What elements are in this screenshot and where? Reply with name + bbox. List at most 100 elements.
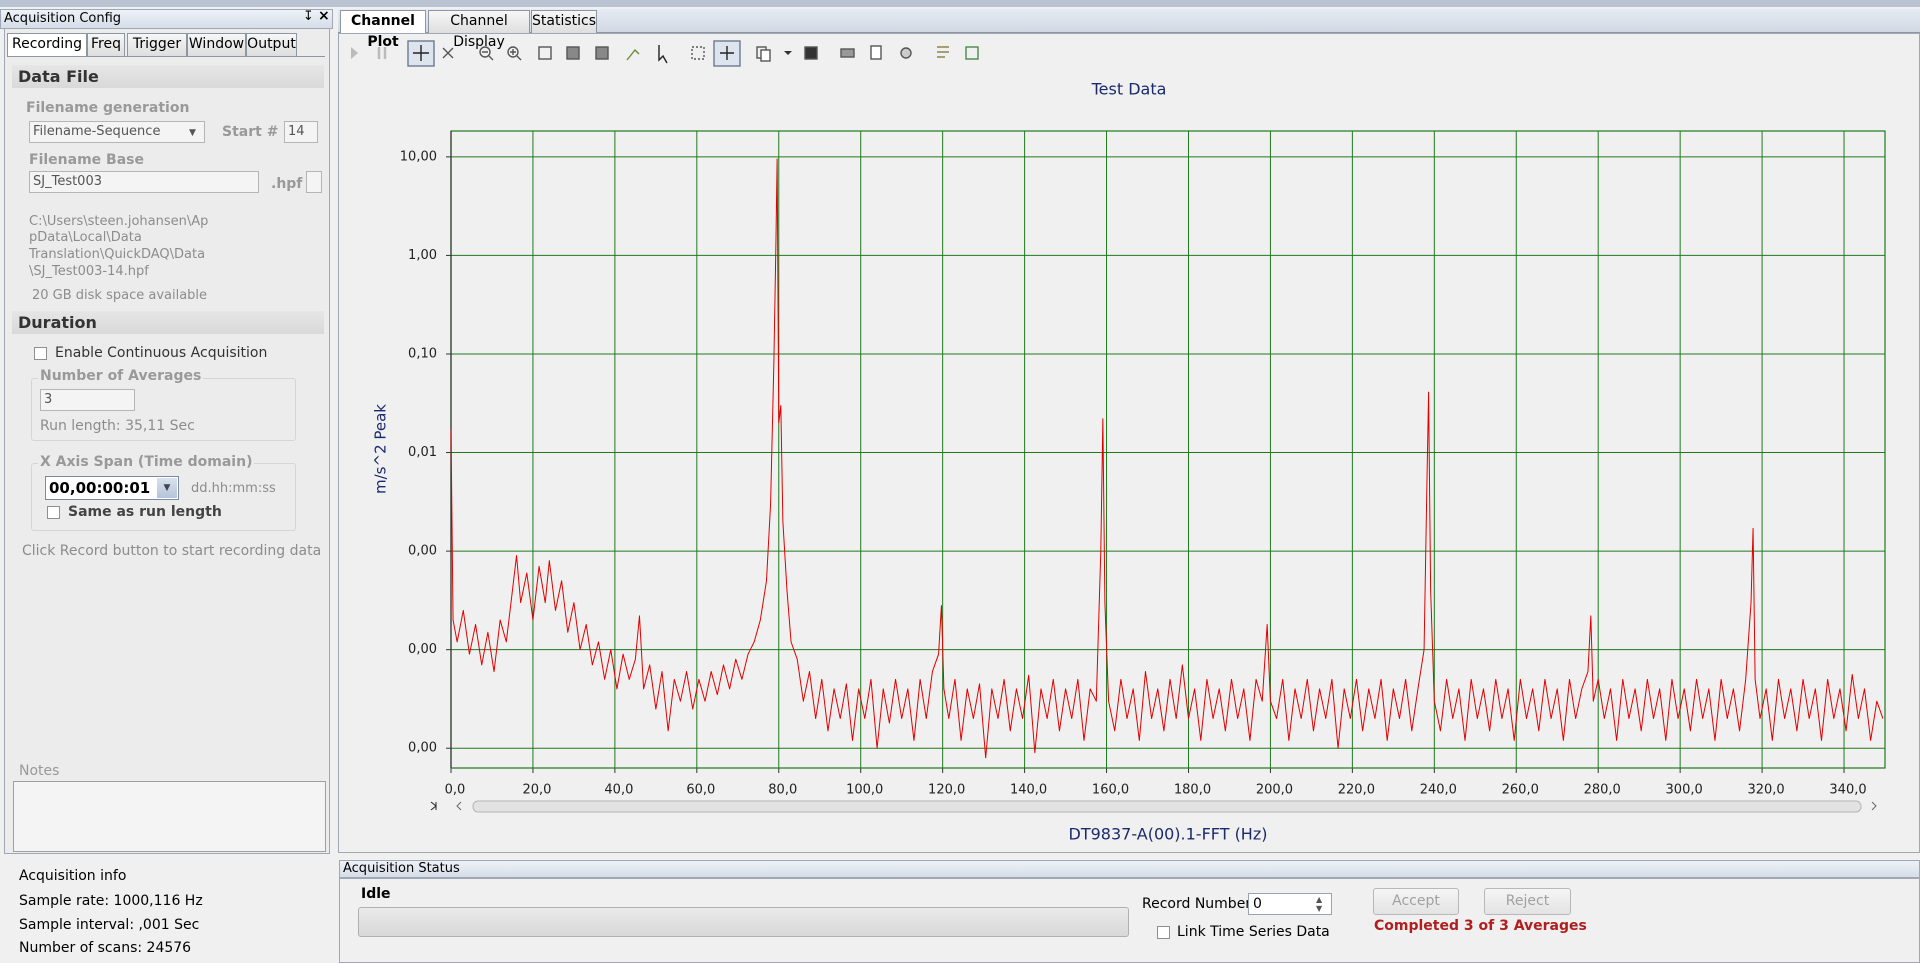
chart-title: Test Data <box>1091 80 1167 99</box>
tab[interactable]: Window <box>187 33 246 56</box>
toolbar <box>351 40 979 67</box>
info-heading: Acquisition info <box>19 868 127 884</box>
tool-icon[interactable] <box>566 46 580 60</box>
pin-icon[interactable]: ↧ <box>303 9 314 24</box>
tool-icon[interactable] <box>965 46 979 60</box>
checkbox[interactable] <box>34 347 47 360</box>
label: Filename generation <box>26 100 190 116</box>
tool-icon[interactable] <box>784 51 792 55</box>
x-tick-label: 20,0 <box>522 783 551 798</box>
y-tick-label: 0,00 <box>408 544 437 559</box>
tab[interactable]: Statistics <box>531 10 597 33</box>
tool-icon[interactable] <box>691 46 705 60</box>
y-axis-label: m/s^2 Peak <box>372 404 390 494</box>
tool-icon[interactable] <box>479 46 491 58</box>
notes-label: Notes <box>19 763 60 779</box>
group-label: Number of Averages <box>38 368 204 384</box>
tool-icon[interactable] <box>720 46 734 60</box>
tab[interactable]: Trigger <box>127 33 187 56</box>
spin-button[interactable]: ▼ <box>157 478 177 498</box>
y-tick-label: 0,00 <box>408 642 437 657</box>
tool-icon[interactable] <box>507 46 519 58</box>
tool-icon[interactable] <box>442 47 454 59</box>
tool-icon[interactable] <box>595 46 609 60</box>
tool-icon[interactable] <box>377 47 387 59</box>
spinner[interactable]: ▲ ▼ <box>1316 895 1323 913</box>
tool-icon[interactable] <box>413 45 429 61</box>
tab[interactable]: Freq <box>87 33 125 56</box>
section-heading: Data File <box>12 65 324 88</box>
format-hint: dd.hh:mm:ss <box>191 481 276 496</box>
plot: 10,00 1,00 0,10 0,01 0,00 0,00 0,00 0,0 20,0 40,0… <box>400 130 1886 798</box>
x-tick-label: 200,0 <box>1256 783 1293 798</box>
input[interactable]: 14 <box>284 121 318 143</box>
tab[interactable]: Channel Plot <box>340 10 426 50</box>
state: Idle <box>361 886 391 902</box>
scroll-home[interactable] <box>430 801 437 811</box>
plot-area <box>451 131 1885 768</box>
label: Start # <box>222 124 279 140</box>
record-input[interactable]: 0 <box>1248 893 1332 915</box>
time-input[interactable]: 00,00:00:01 <box>45 476 179 500</box>
y-tick-label: 0,01 <box>408 445 437 460</box>
x-tick-label: 140,0 <box>1010 783 1047 798</box>
x-tick-label: 60,0 <box>686 783 715 798</box>
tab[interactable]: Channel Display <box>428 10 530 50</box>
main-tab-strip <box>338 9 1920 33</box>
progress-bar <box>358 907 1129 937</box>
config-panel <box>4 9 330 854</box>
info-line: Number of scans: 24576 <box>19 940 192 956</box>
run-length: Run length: 35,11 Sec <box>40 418 195 434</box>
tool-icon[interactable] <box>870 45 882 60</box>
checkbox-label: Enable Continuous Acquisition <box>55 345 268 361</box>
info-line: Sample rate: 1000,116 Hz <box>19 893 203 909</box>
x-tick-label: 300,0 <box>1666 783 1703 798</box>
input[interactable] <box>306 171 322 193</box>
close-icon[interactable]: × <box>318 8 330 24</box>
scroll-arrows[interactable] <box>456 801 1877 811</box>
path: pData\Local\Data <box>29 230 142 245</box>
scroll-thumb[interactable] <box>472 800 1862 813</box>
y-tick-label: 0,10 <box>408 346 437 361</box>
top-strip <box>0 0 1920 7</box>
tool-icon[interactable] <box>658 45 668 64</box>
group-label: X Axis Span (Time domain) <box>38 454 255 470</box>
y-tick-label: 1,00 <box>408 248 437 263</box>
x-tick-label: 0,0 <box>445 783 466 798</box>
checkbox[interactable] <box>47 506 60 519</box>
y-tick-label: 10,00 <box>400 149 437 164</box>
checkbox-label: Link Time Series Data <box>1177 924 1330 940</box>
accept-button[interactable]: Accept <box>1373 888 1459 915</box>
scrollbar[interactable] <box>430 800 1877 813</box>
input[interactable]: 3 <box>40 389 135 411</box>
completed: Completed 3 of 3 Averages <box>1374 918 1587 934</box>
section-heading: Duration <box>12 311 324 334</box>
status-title: Acquisition Status <box>339 860 1920 878</box>
notes-box[interactable] <box>13 781 326 852</box>
tool-icon[interactable] <box>626 48 640 61</box>
checkbox-label: Same as run length <box>68 504 222 520</box>
spectrum-line <box>450 158 1884 759</box>
x-tick-label: 340,0 <box>1829 783 1866 798</box>
tool-icon[interactable] <box>900 47 912 59</box>
path: Translation\QuickDAQ\Data <box>29 247 206 262</box>
checkbox[interactable] <box>1157 926 1170 939</box>
tab[interactable]: Output <box>246 33 297 56</box>
x-tick-label: 180,0 <box>1174 783 1211 798</box>
x-tick-label: 100,0 <box>846 783 883 798</box>
tool-icon[interactable] <box>840 48 855 58</box>
disk-space: 20 GB disk space available <box>32 288 208 303</box>
input[interactable]: SJ_Test003 <box>29 171 259 193</box>
x-tick-label: 280,0 <box>1584 783 1621 798</box>
tab-line <box>7 56 325 57</box>
reject-button[interactable]: Reject <box>1484 888 1571 915</box>
tool-icon[interactable] <box>937 46 949 58</box>
tool-icon[interactable] <box>804 46 818 60</box>
y-tick-label: 0,00 <box>408 741 437 756</box>
tool-icon[interactable] <box>538 46 552 60</box>
x-tick-label: 240,0 <box>1420 783 1457 798</box>
tab[interactable]: Recording <box>7 33 87 57</box>
tool-icon[interactable] <box>351 47 358 59</box>
dropdown[interactable]: Filename-Sequence <box>29 121 205 143</box>
